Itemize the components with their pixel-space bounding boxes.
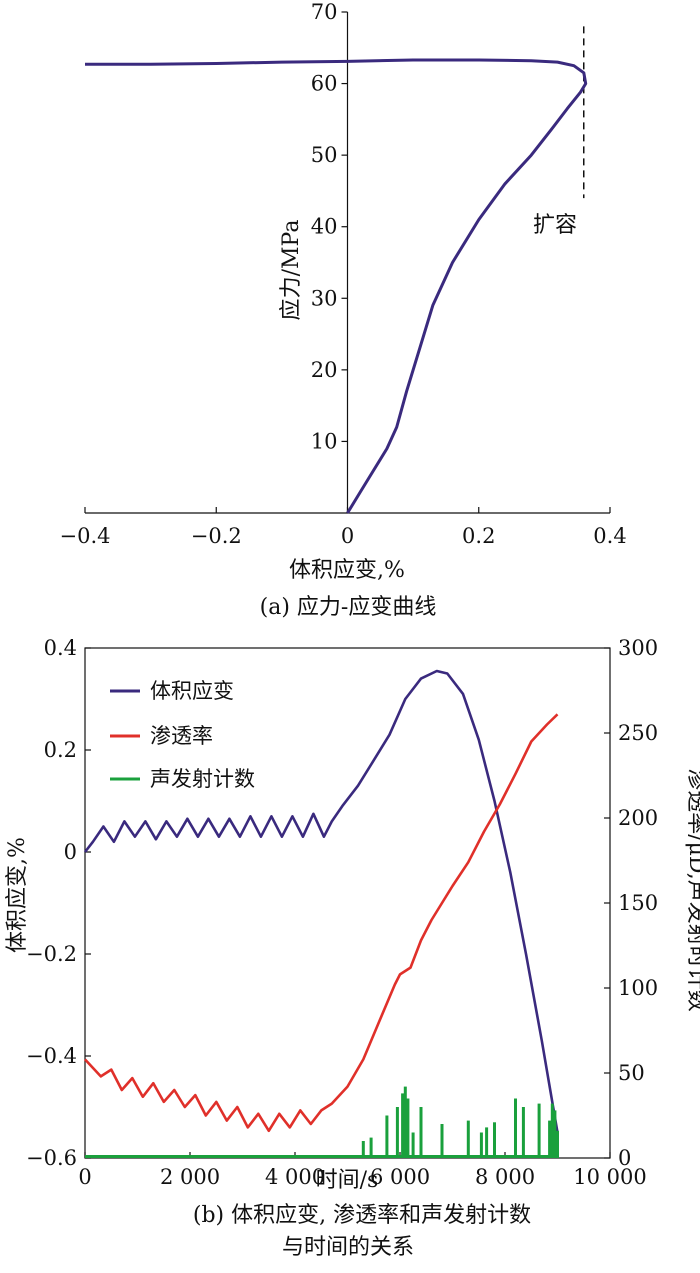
chart-b-y-right-tick-label: 300 xyxy=(618,636,658,660)
chart-b-permeability-line xyxy=(84,713,559,1133)
chart-b-ae-bar xyxy=(537,1103,541,1158)
chart-b-x-tick-label: 10 000 xyxy=(573,1165,646,1189)
chart-a-y-tick-label: 50 xyxy=(311,143,338,167)
chart-b-ae-bar xyxy=(466,1120,470,1158)
chart-a-y-tick-label: 70 xyxy=(311,0,338,24)
chart-b-ae-bar xyxy=(493,1122,496,1158)
chart-b-y-right-tick-label: 50 xyxy=(618,1061,645,1085)
chart-b-ae-bar xyxy=(440,1124,444,1158)
chart-b-y-left-tick-label: 0.2 xyxy=(44,738,77,762)
chart-b-y-right-tick-label: 0 xyxy=(618,1146,631,1170)
chart-b-ae-bar xyxy=(406,1098,410,1158)
chart-b-ae-bar xyxy=(403,1086,407,1158)
chart-a-x-tick-label: −0.2 xyxy=(191,524,242,548)
chart-b-ae-bar xyxy=(550,1103,554,1158)
chart-b-ae-bar xyxy=(401,1093,405,1158)
chart-b-xlabel: 时间/s xyxy=(316,1168,379,1193)
chart-b-volume-strain-line xyxy=(83,669,559,1133)
chart-a-x-tick-label: 0.4 xyxy=(593,524,626,548)
chart-b-ae-bar xyxy=(369,1137,373,1158)
chart-a-tick-labels: −0.4 −0.2 0 0.2 0.4 10 20 30 40 50 60 70 xyxy=(60,0,627,548)
chart-b-tick-labels: 0 2 000 4 000 6 000 8 000 10 000 −0.6 −0.4 −0.2 0… xyxy=(26,636,658,1189)
chart-a-x-tick-label: 0 xyxy=(341,524,354,548)
chart-b-x-tick-label: 2 000 xyxy=(160,1165,220,1189)
chart-b-ae-bar xyxy=(548,1120,552,1158)
chart-b-ae-bar xyxy=(479,1132,483,1158)
chart-b-y-left-tick-label: −0.4 xyxy=(26,1044,77,1068)
chart-b-ylabel-left: 体积应变,% xyxy=(5,837,30,953)
chart-a-y-tick-label: 60 xyxy=(311,72,338,96)
chart-b-x-tick-label: 0 xyxy=(78,1165,91,1189)
chart-b-ae-bar xyxy=(385,1115,389,1158)
chart-b-ylabel-right: 渗透率/μD,声发射时计数 xyxy=(684,768,700,1012)
chart-b-ae-bar xyxy=(395,1107,399,1158)
chart-a-axes xyxy=(84,11,611,514)
chart-b-y-left-tick-label: −0.2 xyxy=(26,942,77,966)
chart-b-y-left-tick-label: −0.6 xyxy=(26,1146,77,1170)
chart-b-caption-line2: 与时间的关系 xyxy=(282,1235,414,1260)
chart-b-ae-bar xyxy=(361,1141,365,1158)
chart-b-y-right-tick-label: 100 xyxy=(618,976,658,1000)
chart-a-x-tick-label: −0.4 xyxy=(60,524,111,548)
chart-b-caption-line1: (b) 体积应变, 渗透率和声发射计数 xyxy=(193,1203,531,1228)
chart-b-ae-bar xyxy=(521,1107,525,1158)
chart-b-x-tick-label: 8 000 xyxy=(475,1165,535,1189)
chart-b-y-left-tick-label: 0 xyxy=(64,840,77,864)
chart-a-y-tick-label: 40 xyxy=(311,215,338,239)
chart-b-x-tick-label: 4 000 xyxy=(265,1165,325,1189)
chart-a-annotation: 扩容 xyxy=(533,213,577,238)
legend-label-acoustic-emission: 声发射计数 xyxy=(150,767,255,791)
chart-b-y-left-tick-label: 0.4 xyxy=(44,636,77,660)
chart-b-y-right-tick-label: 250 xyxy=(618,721,658,745)
legend-label-volume-strain: 体积应变 xyxy=(150,679,234,703)
chart-b-y-right-tick-label: 200 xyxy=(618,806,658,830)
chart-a-ylabel: 应力/MPa xyxy=(279,220,304,321)
chart-b-ae-bar xyxy=(556,1130,559,1158)
chart-b-y-right-tick-label: 150 xyxy=(618,891,658,915)
chart-a-caption: (a) 应力-应变曲线 xyxy=(260,595,437,620)
chart-b-ae-bar xyxy=(553,1110,557,1158)
chart-a-y-tick-label: 10 xyxy=(311,429,338,453)
chart-b-ae-bar xyxy=(419,1107,423,1158)
chart-b-legend: 体积应变 渗透率 声发射计数 xyxy=(110,679,255,791)
chart-a-series xyxy=(85,58,588,514)
chart-b-series xyxy=(83,669,559,1158)
chart-a-x-tick-label: 0.2 xyxy=(462,524,495,548)
legend-label-permeability: 渗透率 xyxy=(150,724,213,748)
chart-a-y-tick-label: 30 xyxy=(311,286,338,310)
chart-a-xlabel: 体积应变,% xyxy=(289,558,405,583)
chart-b-ae-bar xyxy=(514,1098,517,1158)
chart-b-x-tick-label: 6 000 xyxy=(370,1165,430,1189)
chart-b-ae-bar xyxy=(485,1127,489,1158)
chart-b-time-series: 0 2 000 4 000 6 000 8 000 10 000 −0.6 −0.4 −0.2 0… xyxy=(5,636,700,1260)
chart-b-ae-bar xyxy=(411,1132,415,1158)
chart-a-y-tick-label: 20 xyxy=(311,358,338,382)
chart-a-series-line xyxy=(85,58,588,514)
